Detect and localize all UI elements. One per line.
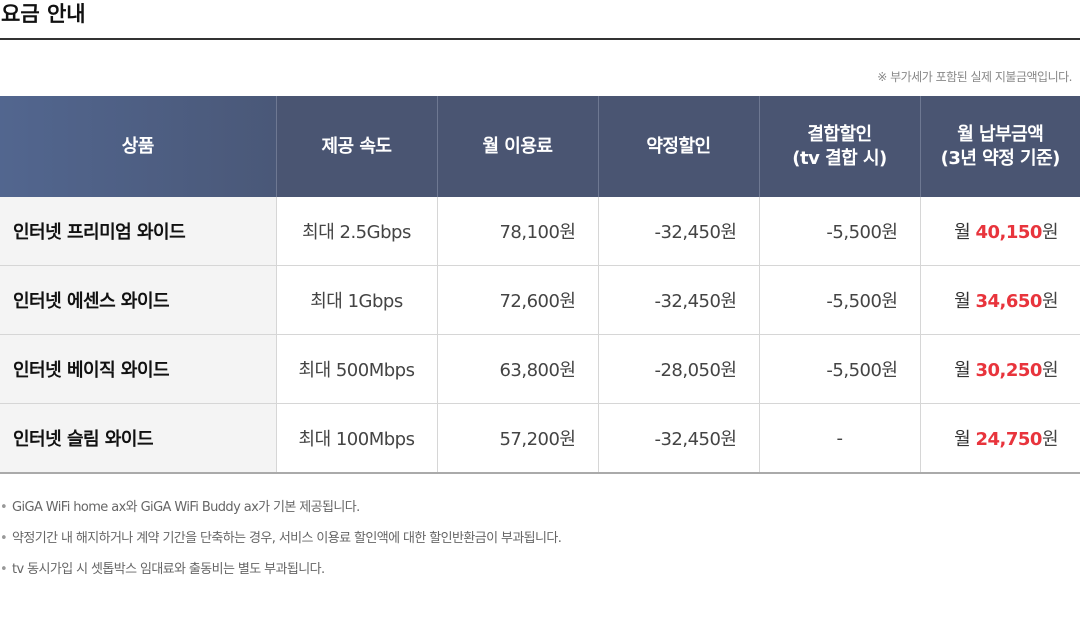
monthly-payment-cell: 월 34,650원 bbox=[919, 265, 1080, 335]
table-row: 인터넷 프리미엄 와이드 최대 2.5Gbps 78,100원 -32,450원… bbox=[0, 197, 1080, 266]
monthly-payment-cell: 월 24,750원 bbox=[919, 403, 1080, 474]
monthly-payment-cell: 월 30,250원 bbox=[919, 334, 1080, 404]
bundle-discount-cell: -5,500원 bbox=[758, 197, 920, 266]
contract-discount-cell: -32,450원 bbox=[597, 197, 759, 266]
vat-note: ※ 부가세가 포함된 실제 지불금액입니다. bbox=[877, 70, 1072, 84]
product-name: 인터넷 베이직 와이드 bbox=[0, 334, 276, 404]
header-monthly-payment: 월 납부금액 (3년 약정 기준) bbox=[919, 96, 1080, 197]
header-bundle-discount: 결합할인 (tv 결합 시) bbox=[758, 96, 920, 197]
table-row: 인터넷 에센스 와이드 최대 1Gbps 72,600원 -32,450원 -5… bbox=[0, 265, 1080, 335]
bullet-icon: • bbox=[0, 562, 8, 577]
contract-discount-cell: -32,450원 bbox=[597, 403, 759, 474]
speed-cell: 최대 1Gbps bbox=[275, 265, 437, 335]
bundle-discount-cell: -5,500원 bbox=[758, 334, 920, 404]
header-speed: 제공 속도 bbox=[275, 96, 437, 197]
monthly-fee-cell: 57,200원 bbox=[436, 403, 598, 474]
note-item: • tv 동시가입 시 셋톱박스 임대료와 출동비는 별도 부과됩니다. bbox=[0, 560, 1080, 591]
bundle-discount-cell: - bbox=[758, 403, 920, 474]
payment-amount: 34,650 bbox=[975, 291, 1042, 312]
payment-amount: 30,250 bbox=[975, 360, 1042, 381]
bullet-icon: • bbox=[0, 500, 8, 515]
product-name: 인터넷 프리미엄 와이드 bbox=[0, 197, 276, 266]
monthly-fee-cell: 72,600원 bbox=[436, 265, 598, 335]
monthly-payment-cell: 월 40,150원 bbox=[919, 197, 1080, 266]
pricing-table: 상품 제공 속도 월 이용료 약정할인 결합할인 (tv 결합 시) 월 납부금액… bbox=[0, 96, 1080, 474]
notes-list: • GiGA WiFi home ax와 GiGA WiFi Buddy ax가 … bbox=[0, 498, 1080, 591]
payment-amount: 24,750 bbox=[975, 429, 1042, 450]
speed-cell: 최대 2.5Gbps bbox=[275, 197, 437, 266]
table-row: 인터넷 베이직 와이드 최대 500Mbps 63,800원 -28,050원 … bbox=[0, 334, 1080, 404]
payment-amount: 40,150 bbox=[975, 222, 1042, 243]
product-name: 인터넷 슬림 와이드 bbox=[0, 403, 276, 474]
table-row: 인터넷 슬림 와이드 최대 100Mbps 57,200원 -32,450원 -… bbox=[0, 403, 1080, 474]
table-header-row: 상품 제공 속도 월 이용료 약정할인 결합할인 (tv 결합 시) 월 납부금액… bbox=[0, 96, 1080, 197]
speed-cell: 최대 100Mbps bbox=[275, 403, 437, 474]
page-title: 요금 안내 bbox=[0, 0, 1080, 40]
note-item: • GiGA WiFi home ax와 GiGA WiFi Buddy ax가 … bbox=[0, 498, 1080, 529]
header-contract-discount: 약정할인 bbox=[597, 96, 759, 197]
header-product: 상품 bbox=[0, 96, 276, 197]
product-name: 인터넷 에센스 와이드 bbox=[0, 265, 276, 335]
contract-discount-cell: -28,050원 bbox=[597, 334, 759, 404]
bullet-icon: • bbox=[0, 531, 8, 546]
monthly-fee-cell: 63,800원 bbox=[436, 334, 598, 404]
contract-discount-cell: -32,450원 bbox=[597, 265, 759, 335]
speed-cell: 최대 500Mbps bbox=[275, 334, 437, 404]
monthly-fee-cell: 78,100원 bbox=[436, 197, 598, 266]
bundle-discount-cell: -5,500원 bbox=[758, 265, 920, 335]
note-item: • 약정기간 내 해지하거나 계약 기간을 단축하는 경우, 서비스 이용료 할인… bbox=[0, 529, 1080, 560]
header-monthly-fee: 월 이용료 bbox=[436, 96, 598, 197]
